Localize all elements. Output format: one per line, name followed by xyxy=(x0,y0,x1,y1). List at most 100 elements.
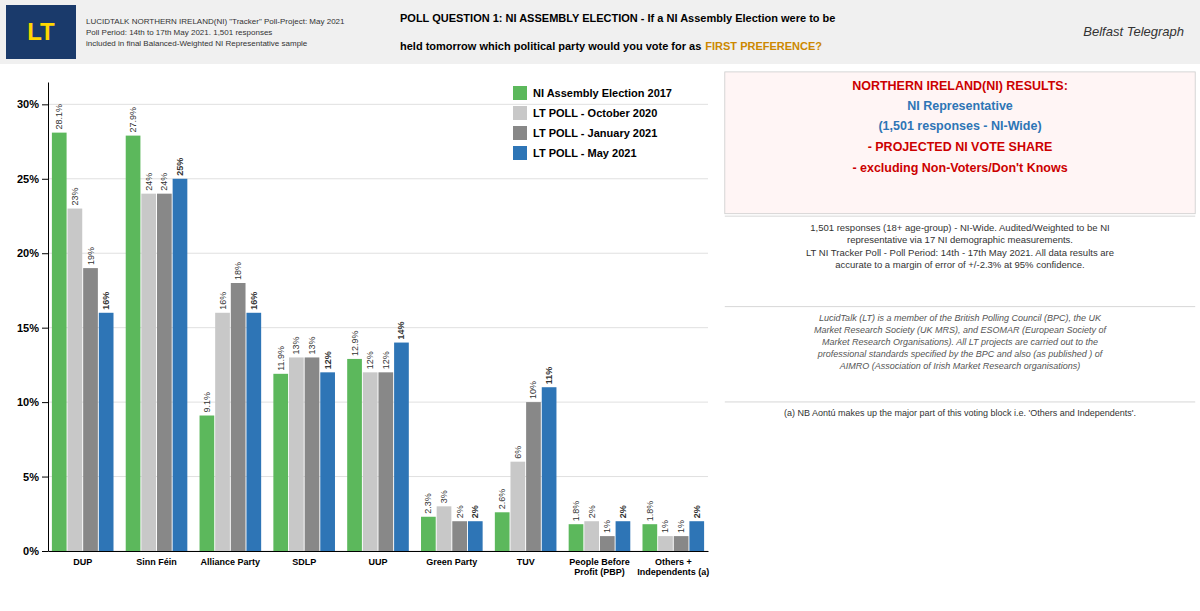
bar xyxy=(99,313,114,551)
y-tick-mark xyxy=(42,253,48,254)
data-label: 12% xyxy=(365,351,375,369)
grid-line xyxy=(48,104,708,105)
legend-item: LT POLL - May 2021 xyxy=(513,146,637,160)
data-label: 11% xyxy=(544,367,554,385)
data-label: 18% xyxy=(233,262,243,280)
y-tick-label: 25% xyxy=(17,173,39,185)
data-label: 9.1% xyxy=(202,392,212,413)
legend-label: LT POLL - May 2021 xyxy=(533,147,637,159)
text-line: Poll Period: 14th to 17th May 2021. 1,50… xyxy=(86,28,272,37)
x-tick: SDLP xyxy=(292,557,316,567)
y-axis: 0%5%10%15%20%25%30% xyxy=(17,83,49,558)
bar xyxy=(246,313,261,551)
data-label: 1% xyxy=(676,520,686,533)
text-line: LucidTalk (LT) is a member of the Britis… xyxy=(819,313,1102,323)
text-line: TUV xyxy=(517,557,535,567)
y-tick-mark xyxy=(42,477,48,478)
bar xyxy=(126,136,141,551)
bar xyxy=(510,462,525,551)
text-line: (a) NB Aontú makes up the major part of … xyxy=(784,408,1136,418)
bar-series xyxy=(68,194,673,551)
bar xyxy=(83,268,98,551)
legend-label: NI Assembly Election 2017 xyxy=(533,87,672,99)
data-label: 16% xyxy=(101,292,111,310)
separator xyxy=(725,401,1195,402)
y-tick: 25% xyxy=(17,173,48,185)
y-tick-label: 20% xyxy=(17,247,39,259)
x-tick-label: Alliance Party xyxy=(201,557,261,567)
logo-box xyxy=(6,5,76,59)
text-line: professional standards specified by the … xyxy=(817,349,1104,359)
y-tick-label: 0% xyxy=(23,545,39,557)
y-tick-mark xyxy=(42,104,48,105)
x-tick-label: DUP xyxy=(73,557,92,567)
note-text: (a) NB Aontú makes up the major part of … xyxy=(784,408,1136,418)
y-tick-mark xyxy=(42,402,48,403)
bar xyxy=(231,283,246,551)
header-bar xyxy=(0,0,1200,64)
data-label: 16% xyxy=(249,292,259,310)
title-highlight: FIRST PREFERENCE? xyxy=(705,40,822,52)
note-text: 1,501 responses (18+ age-group) - NI-Wid… xyxy=(806,222,1114,271)
data-label: 28.1% xyxy=(54,104,64,130)
y-tick-label: 15% xyxy=(17,322,39,334)
legend-label: LT POLL - October 2020 xyxy=(533,107,657,119)
data-label: 1% xyxy=(602,520,612,533)
y-tick-mark xyxy=(42,551,48,552)
y-axis-line xyxy=(48,83,49,552)
results-text: - PROJECTED NI VOTE SHARE xyxy=(868,140,1053,154)
logo-text: LT xyxy=(27,18,55,45)
bar xyxy=(289,357,304,551)
data-label: 2.6% xyxy=(497,489,507,510)
bar xyxy=(421,517,436,551)
text-line: Market Research Society (UK MRS), and ES… xyxy=(814,325,1108,335)
results-text: - excluding Non-Voters/Don't Knows xyxy=(852,161,1067,175)
x-axis-line xyxy=(49,551,709,552)
bar-series xyxy=(99,179,704,551)
info-panel: NORTHERN IRELAND(NI) RESULTS:NI Represen… xyxy=(725,72,1195,418)
y-tick-label: 10% xyxy=(17,396,39,408)
data-label: 24% xyxy=(159,173,169,191)
x-tick: UUP xyxy=(368,557,387,567)
bar xyxy=(273,374,288,551)
header-text: LUCIDTALK NORTHERN IRELAND(NI) "Tracker"… xyxy=(86,17,345,48)
separator xyxy=(725,306,1195,307)
title: POLL QUESTION 1: NI ASSEMBLY ELECTION - … xyxy=(400,12,835,24)
bar xyxy=(437,506,452,551)
bar xyxy=(320,372,335,551)
title: held tomorrow which political party woul… xyxy=(400,40,701,52)
text-line: Green Party xyxy=(426,557,477,567)
y-tick: 10% xyxy=(17,396,48,408)
legend-item: NI Assembly Election 2017 xyxy=(513,86,672,100)
x-tick: Alliance Party xyxy=(201,557,261,567)
bar xyxy=(157,194,172,551)
chart: LT LUCIDTALK NORTHERN IRELAND(NI) "Tracke… xyxy=(0,0,1200,611)
text-line: Profit (PBP) xyxy=(574,567,625,577)
x-tick: DUP xyxy=(73,557,92,567)
results-box xyxy=(725,72,1195,214)
y-tick: 15% xyxy=(17,322,48,334)
data-label: 6% xyxy=(513,446,523,459)
data-labels: 28.1%27.9%9.1%11.9%12.9%2.3%2.6%1.8%1.8%… xyxy=(54,104,702,533)
y-tick-mark xyxy=(42,179,48,180)
x-tick-label: People BeforeProfit (PBP) xyxy=(569,557,630,577)
data-label: 16% xyxy=(218,292,228,310)
bar xyxy=(452,521,467,551)
text-line: representative via 17 NI demographic mea… xyxy=(847,234,1073,245)
y-tick-label: 5% xyxy=(23,471,39,483)
bar xyxy=(378,372,393,551)
x-tick-label: TUV xyxy=(517,557,535,567)
text-line: AIMRO (Association of Irish Market Resea… xyxy=(839,361,1081,371)
text-line: Market Research Organisations). All LT p… xyxy=(822,337,1098,347)
x-tick-label: Sinn Féin xyxy=(136,557,177,567)
x-tick: TUV xyxy=(517,557,535,567)
text-line: Sinn Féin xyxy=(136,557,177,567)
legend: NI Assembly Election 2017 LT POLL - Octob… xyxy=(513,86,672,160)
bar xyxy=(600,536,615,551)
text-line: LT NI Tracker Poll - Poll Period: 14th -… xyxy=(806,247,1114,258)
data-label: 10% xyxy=(528,381,538,399)
x-axis: DUP Sinn Féin Alliance Party SDLP UUP Green P… xyxy=(49,552,710,578)
data-label: 12% xyxy=(381,351,391,369)
bar xyxy=(215,313,230,551)
bar xyxy=(584,521,599,551)
